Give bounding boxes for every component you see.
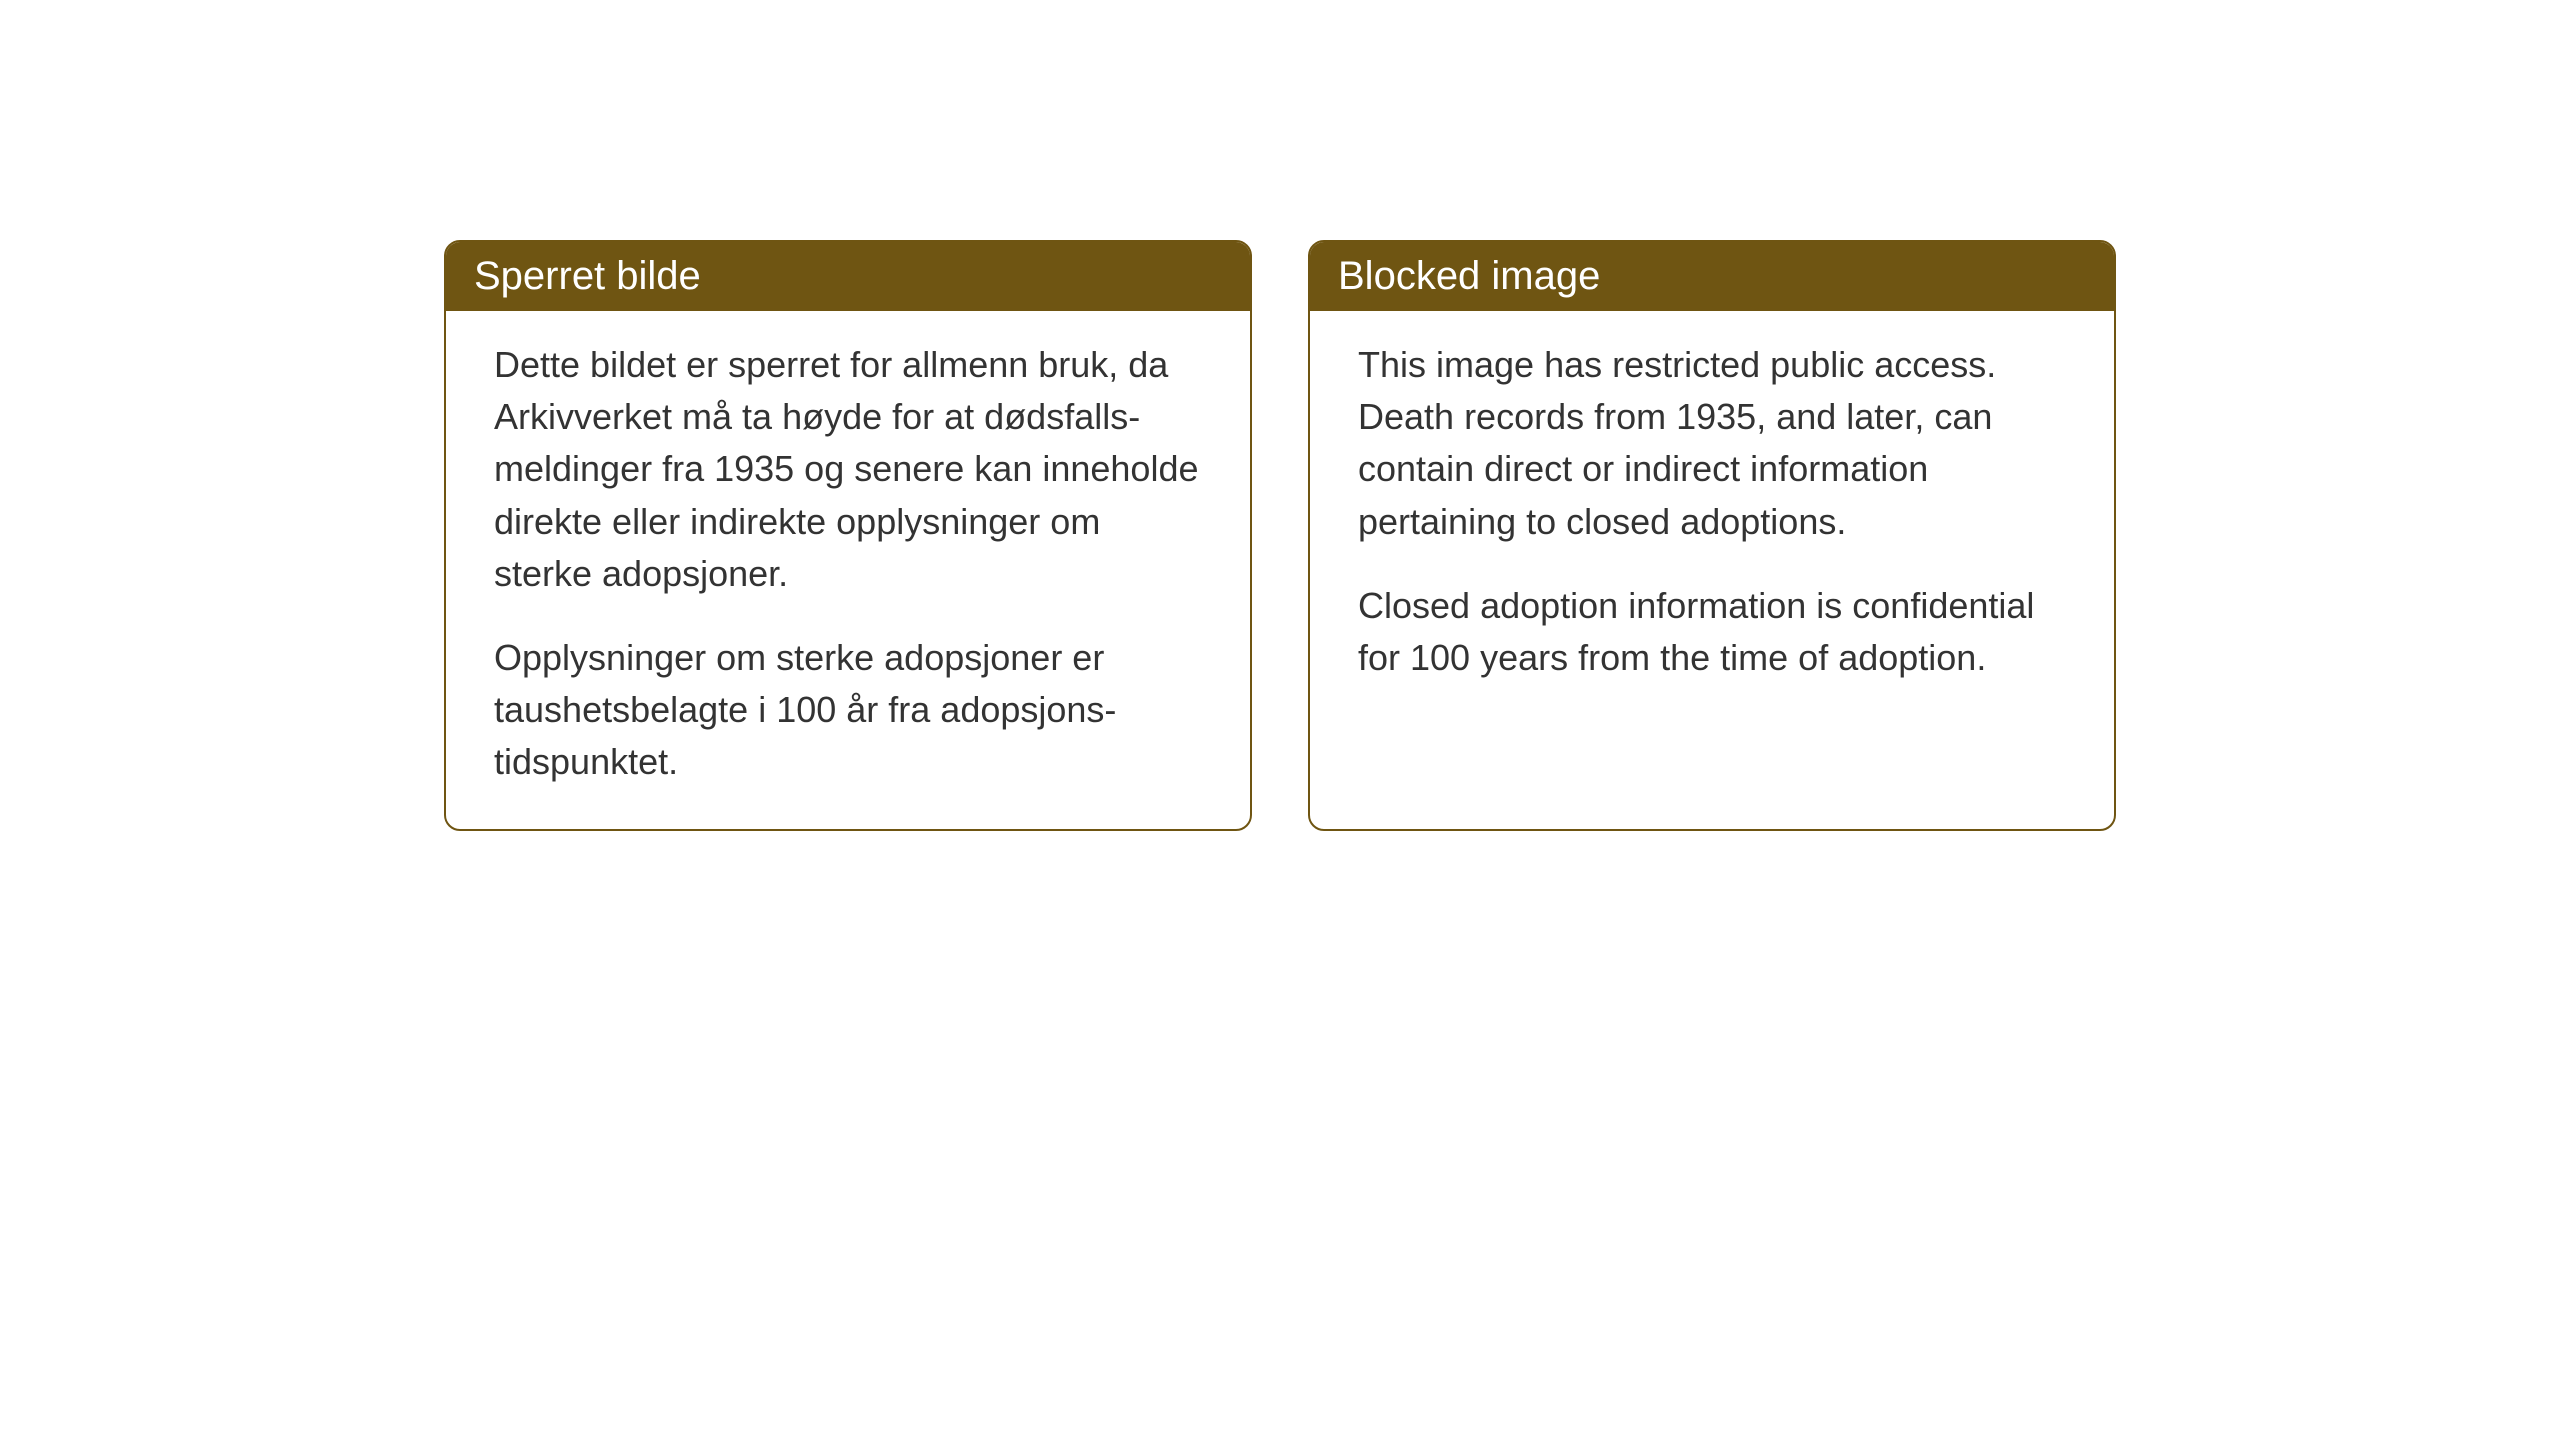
norwegian-card-title: Sperret bilde [474,254,701,298]
english-card-header: Blocked image [1310,242,2114,311]
norwegian-card: Sperret bilde Dette bildet er sperret fo… [444,240,1252,831]
norwegian-paragraph-1: Dette bildet er sperret for allmenn bruk… [494,339,1202,600]
english-card-title: Blocked image [1338,254,1600,298]
english-card: Blocked image This image has restricted … [1308,240,2116,831]
norwegian-card-body: Dette bildet er sperret for allmenn bruk… [446,311,1250,829]
english-paragraph-2: Closed adoption information is confident… [1358,580,2066,684]
cards-container: Sperret bilde Dette bildet er sperret fo… [444,240,2116,831]
norwegian-card-header: Sperret bilde [446,242,1250,311]
norwegian-paragraph-2: Opplysninger om sterke adopsjoner er tau… [494,632,1202,789]
english-paragraph-1: This image has restricted public access.… [1358,339,2066,548]
english-card-body: This image has restricted public access.… [1310,311,2114,724]
